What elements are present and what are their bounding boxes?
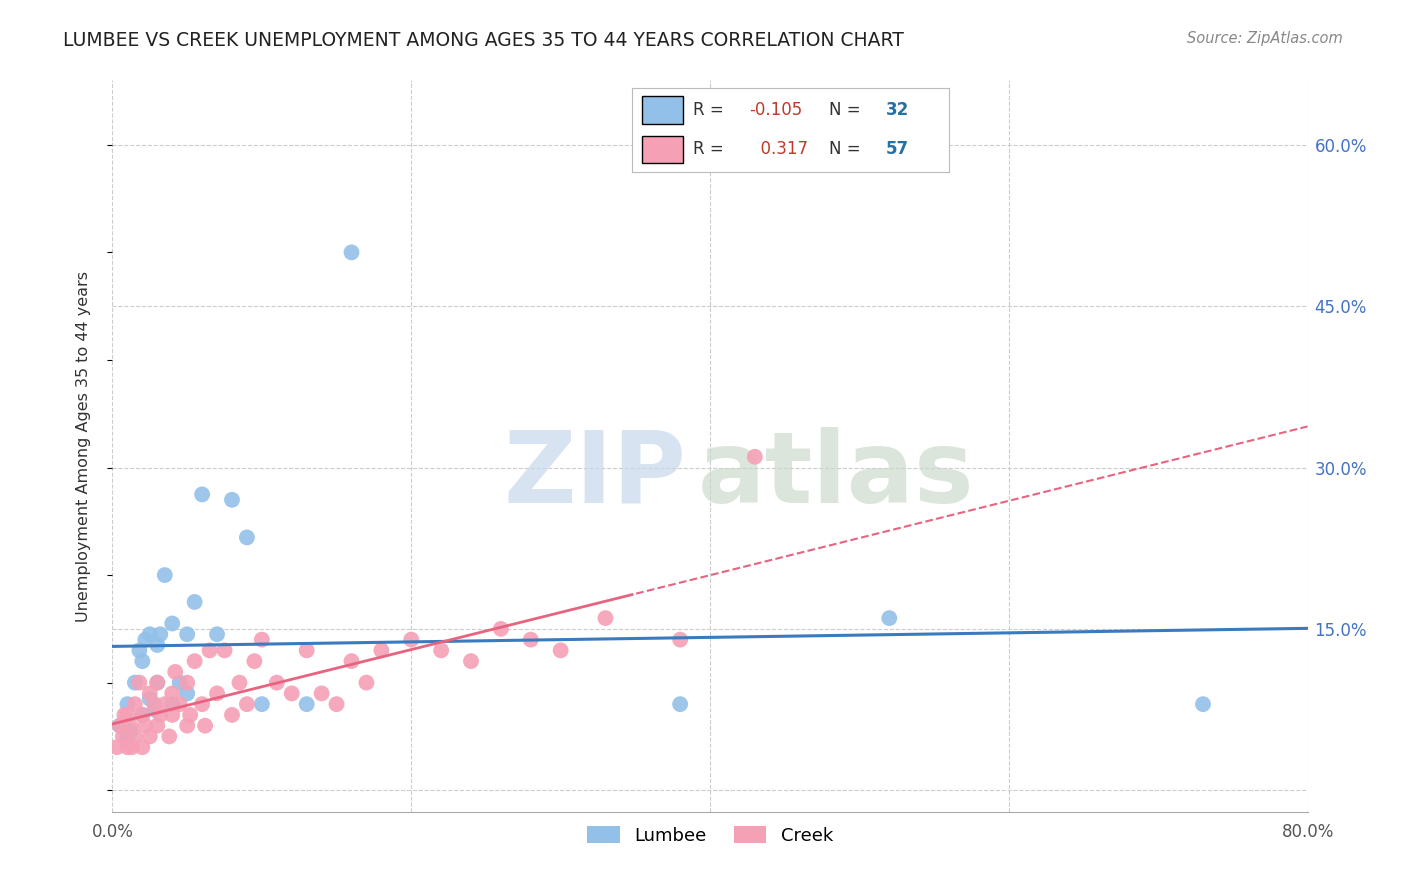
Point [325, 697, 347, 711]
Point [139, 691, 162, 706]
Point [430, 643, 453, 657]
Point [205, 627, 228, 641]
Point [176, 627, 198, 641]
Point [460, 654, 482, 668]
Text: atlas: atlas [699, 426, 974, 524]
Point [179, 707, 201, 722]
Point [117, 697, 139, 711]
Point [134, 719, 156, 733]
Point [191, 697, 214, 711]
Point [162, 616, 183, 631]
Point [221, 492, 243, 507]
Point [311, 686, 333, 700]
Point [128, 643, 150, 657]
Point [120, 719, 142, 733]
Point [105, 740, 128, 755]
Point [108, 719, 131, 733]
Point [149, 627, 172, 641]
Point [191, 487, 214, 501]
Point [143, 702, 166, 716]
Point [250, 697, 273, 711]
Point [139, 730, 162, 744]
Point [281, 686, 304, 700]
Point [266, 675, 288, 690]
Point [198, 643, 221, 657]
Point [595, 611, 617, 625]
Point [146, 638, 169, 652]
Point [194, 719, 217, 733]
Point [550, 643, 572, 657]
Point [228, 675, 250, 690]
Point [162, 686, 183, 700]
Point [131, 707, 153, 722]
Point [169, 697, 191, 711]
Point [221, 707, 243, 722]
Point [146, 675, 169, 690]
Point [520, 632, 543, 647]
Point [176, 719, 198, 733]
Point [146, 675, 169, 690]
Y-axis label: Unemployment Among Ages 35 to 44 years: Unemployment Among Ages 35 to 44 years [76, 270, 91, 622]
Point [121, 740, 143, 755]
Point [340, 245, 363, 260]
Point [236, 530, 259, 544]
Point [489, 622, 512, 636]
Point [124, 675, 146, 690]
Point [183, 654, 205, 668]
Point [117, 740, 139, 755]
Text: ZIP: ZIP [503, 426, 686, 524]
Point [131, 654, 153, 668]
Point [295, 643, 318, 657]
Point [139, 627, 162, 641]
Text: LUMBEE VS CREEK UNEMPLOYMENT AMONG AGES 35 TO 44 YEARS CORRELATION CHART: LUMBEE VS CREEK UNEMPLOYMENT AMONG AGES … [63, 31, 904, 50]
Point [139, 686, 162, 700]
Point [153, 568, 176, 582]
Point [243, 654, 266, 668]
Point [356, 675, 378, 690]
Point [401, 632, 423, 647]
Point [669, 697, 692, 711]
Point [165, 665, 187, 679]
Point [153, 697, 176, 711]
Point [169, 675, 191, 690]
Point [176, 675, 198, 690]
Point [162, 697, 183, 711]
Point [146, 719, 169, 733]
Point [295, 697, 318, 711]
Point [157, 730, 180, 744]
Point [120, 724, 142, 739]
Point [176, 686, 198, 700]
Point [744, 450, 766, 464]
Point [205, 686, 228, 700]
Point [250, 632, 273, 647]
Point [117, 707, 139, 722]
Point [370, 643, 392, 657]
Point [162, 707, 183, 722]
Point [114, 707, 135, 722]
Point [128, 675, 150, 690]
Legend: Lumbee, Creek: Lumbee, Creek [578, 817, 842, 854]
Point [108, 719, 131, 733]
Point [669, 632, 692, 647]
Point [1192, 697, 1215, 711]
Text: Source: ZipAtlas.com: Source: ZipAtlas.com [1187, 31, 1343, 46]
Point [340, 654, 363, 668]
Point [183, 595, 205, 609]
Point [131, 740, 153, 755]
Point [214, 643, 236, 657]
Point [124, 730, 146, 744]
Point [131, 707, 153, 722]
Point [236, 697, 259, 711]
Point [134, 632, 156, 647]
Point [111, 730, 134, 744]
Point [124, 697, 146, 711]
Point [117, 730, 139, 744]
Point [879, 611, 901, 625]
Point [143, 697, 166, 711]
Point [149, 707, 172, 722]
